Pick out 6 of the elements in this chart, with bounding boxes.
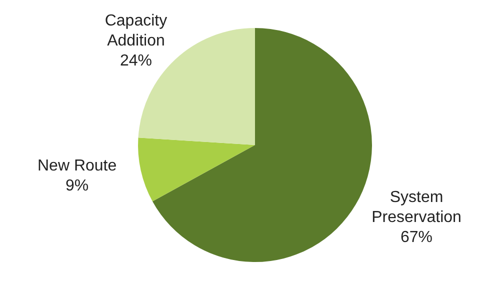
data-label: 67% (400, 229, 433, 246)
slice-label: System Preservation (372, 189, 462, 226)
slice-label: Capacity Addition (104, 12, 168, 50)
data-label: 9% (66, 178, 89, 195)
slice-label: New Route (38, 158, 117, 175)
data-label: 24% (120, 52, 152, 70)
